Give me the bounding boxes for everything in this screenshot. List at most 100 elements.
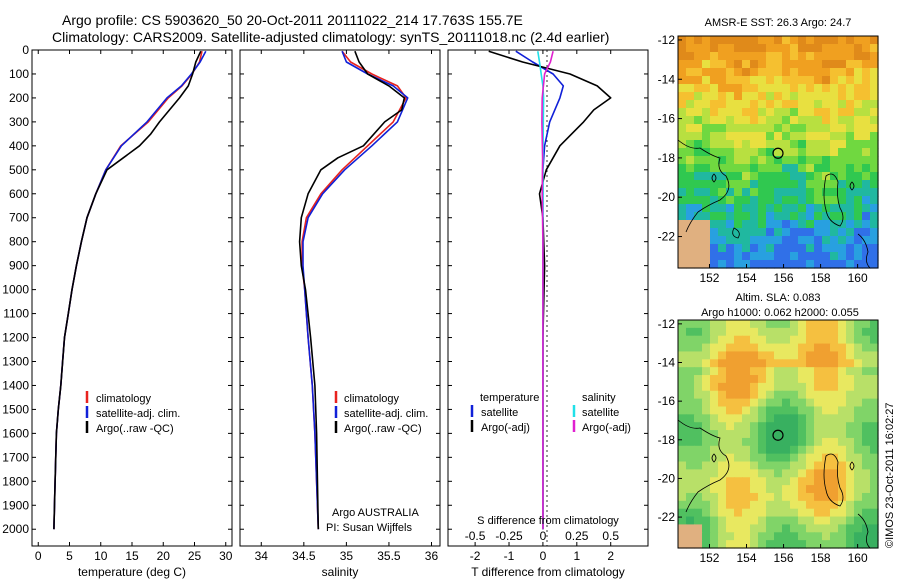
map-cell [798, 52, 807, 61]
map-cell [734, 320, 743, 329]
map-cell [726, 252, 735, 261]
map-cell [710, 343, 719, 353]
map-cell [750, 236, 759, 245]
map-cell [686, 84, 695, 93]
map-cell [702, 406, 711, 415]
map-cell [838, 236, 847, 245]
map-cell [862, 124, 871, 133]
map-cell [734, 108, 743, 117]
map-cell [838, 359, 847, 368]
map-cell [830, 196, 839, 205]
map-cell [718, 156, 727, 165]
map-cell [806, 148, 815, 157]
map-cell [694, 485, 703, 494]
map-cell [790, 406, 799, 415]
map-cell [734, 236, 743, 245]
map-cell [838, 343, 847, 353]
map-cell [702, 108, 711, 117]
map-cell [766, 477, 775, 486]
map-cell [806, 445, 815, 455]
map-cell [694, 508, 703, 518]
map-cell [686, 172, 695, 181]
map-ytick-label: -20 [658, 190, 676, 204]
map-cell [726, 164, 735, 173]
map-cell [862, 236, 871, 245]
map-cell [798, 196, 807, 205]
map-cell [806, 164, 815, 173]
map-cell [710, 36, 719, 45]
map-cell [750, 204, 759, 213]
map-cell [678, 180, 687, 189]
map-cell [774, 367, 783, 376]
map-cell [830, 430, 839, 439]
map-cell [678, 500, 687, 510]
map-cell [806, 52, 815, 61]
map-cell [718, 108, 727, 117]
map-cell [798, 414, 807, 423]
map-cell [710, 398, 719, 408]
map-cell [806, 327, 815, 337]
map-cell [870, 228, 879, 237]
map-cell [774, 540, 783, 549]
map-cell [782, 132, 791, 141]
map-cell [726, 228, 735, 237]
map-cell [750, 92, 759, 101]
map-cell [686, 252, 695, 261]
difference-series-salinity-argo-adj- [541, 51, 554, 530]
map-cell [782, 382, 791, 392]
map-cell [806, 500, 815, 510]
map-cell [830, 320, 839, 329]
map-cell [750, 335, 759, 345]
map-cell [766, 100, 775, 109]
map-cell [718, 500, 727, 510]
map-cell [686, 414, 695, 423]
map-cell [718, 196, 727, 205]
depth-tick-label: 800 [9, 235, 29, 249]
map-cell [766, 351, 775, 360]
map-cell [846, 382, 855, 392]
map-cell [862, 398, 871, 408]
map-cell [838, 508, 847, 518]
map-cell [734, 375, 743, 384]
map-cell [806, 532, 815, 541]
map-cell [790, 36, 799, 45]
map-cell [854, 44, 863, 53]
map-cell [758, 132, 767, 141]
map-cell [822, 236, 831, 245]
map-cell [718, 84, 727, 93]
map-cell [870, 516, 879, 526]
map-cell [798, 390, 807, 400]
map-cell [846, 164, 855, 173]
map-cell [678, 540, 687, 549]
map-cell [758, 52, 767, 61]
map-cell [830, 188, 839, 197]
map-cell [758, 375, 767, 384]
map-cell [830, 164, 839, 173]
map-cell [734, 437, 743, 447]
map-cell [830, 60, 839, 69]
map-cell [774, 477, 783, 486]
map-cell [830, 92, 839, 101]
map-cell [726, 477, 735, 486]
map-cell [846, 422, 855, 431]
salinity-xlabel: salinity [322, 565, 359, 579]
map-cell [710, 228, 719, 237]
map-cell [870, 485, 879, 494]
map-cell [774, 260, 783, 269]
map-cell [862, 172, 871, 181]
depth-tick-label: 1900 [2, 498, 29, 512]
map-cell [774, 92, 783, 101]
map-cell [678, 52, 687, 61]
map-cell [782, 524, 791, 533]
map-cell [686, 406, 695, 415]
map-cell [758, 445, 767, 455]
map-cell [678, 84, 687, 93]
map-cell [830, 52, 839, 61]
difference-xlabel: T difference from climatology [471, 565, 625, 579]
map-cell [782, 44, 791, 53]
map-cell [806, 44, 815, 53]
map-cell [862, 390, 871, 400]
map-cell [830, 327, 839, 337]
map-cell [846, 540, 855, 549]
map-cell [862, 508, 871, 518]
